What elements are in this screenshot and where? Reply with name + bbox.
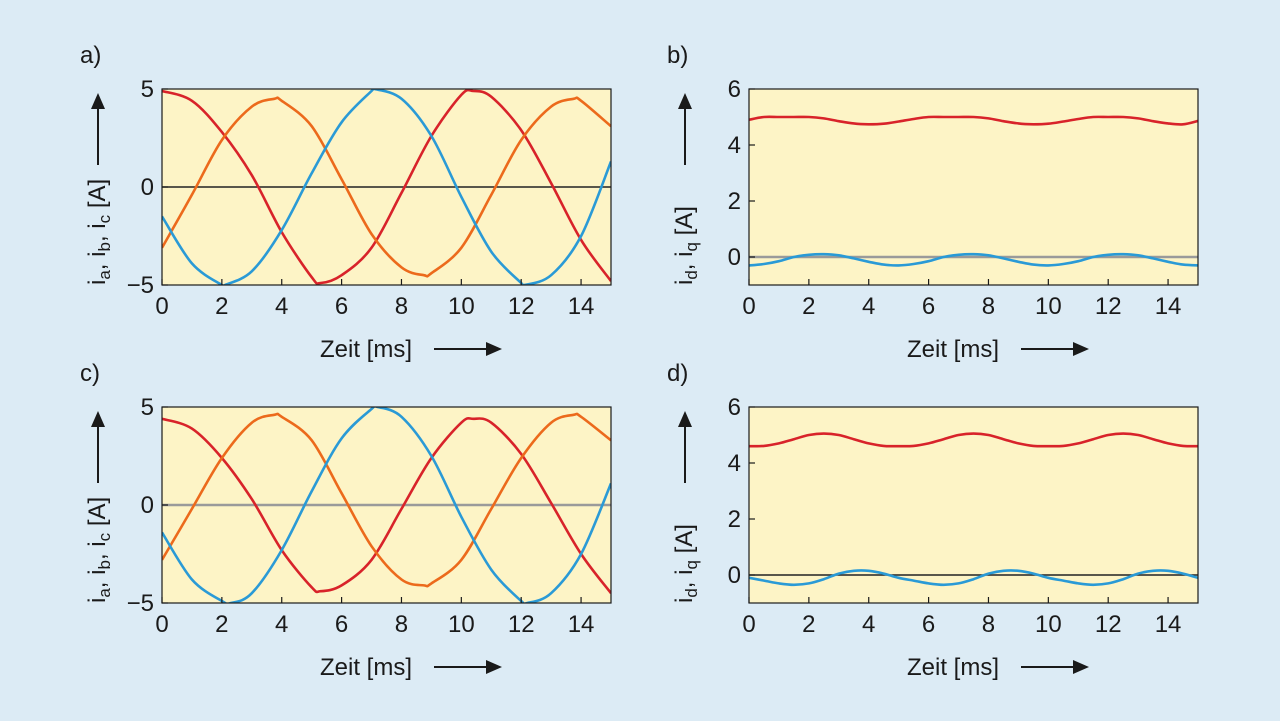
x-axis-arrowhead [486, 342, 502, 356]
panel-label: a) [80, 42, 101, 69]
plot-area [749, 89, 1198, 285]
x-tick-label: 2 [802, 293, 815, 320]
x-axis-arrowhead [1073, 660, 1089, 674]
y-tick-label: −5 [127, 272, 154, 299]
x-axis-label: Zeit [ms] [907, 336, 999, 363]
x-tick-label: 0 [742, 611, 755, 638]
x-tick-label: 0 [742, 293, 755, 320]
x-tick-label: 8 [982, 293, 995, 320]
x-tick-label: 4 [275, 611, 288, 638]
panel-label: c) [80, 360, 100, 387]
chart-panel-4: d) 0 2 4 6 8 10 12 14 0 2 4 6 Zeit [ms] id, iq [A] [667, 360, 1199, 681]
x-tick-label: 0 [155, 611, 168, 638]
y-tick-label: 5 [141, 76, 154, 103]
y-axis-label: id, iq [A] [671, 206, 701, 285]
y-tick-label: 4 [728, 450, 741, 477]
x-tick-label: 4 [862, 293, 875, 320]
plot-area [749, 407, 1198, 603]
x-tick-label: 10 [1035, 611, 1062, 638]
y-axis-arrowhead [91, 93, 105, 109]
x-tick-label: 10 [448, 293, 475, 320]
x-tick-label: 6 [335, 293, 348, 320]
y-tick-label: −5 [127, 590, 154, 617]
y-tick-label: 6 [728, 76, 741, 103]
x-tick-label: 10 [1035, 293, 1062, 320]
x-tick-label: 12 [1095, 293, 1122, 320]
y-axis-label: ia, ib, ic [A] [84, 179, 114, 285]
y-axis-label: id, iq [A] [671, 524, 701, 603]
series-line-red [162, 89, 611, 285]
series-line-red [749, 432, 1198, 448]
x-tick-label: 8 [395, 293, 408, 320]
series-line-blue [749, 252, 1198, 267]
x-tick-label: 2 [215, 611, 228, 638]
series-line-red [162, 416, 611, 594]
x-tick-label: 6 [922, 293, 935, 320]
series-line-red [749, 115, 1198, 126]
plot-frame [748, 406, 1199, 604]
series-line-orange [162, 96, 611, 278]
y-tick-label: 0 [141, 492, 154, 519]
x-tick-label: 12 [508, 293, 535, 320]
x-tick-label: 4 [275, 293, 288, 320]
x-tick-label: 12 [1095, 611, 1122, 638]
x-tick-label: 14 [568, 293, 595, 320]
x-tick-label: 12 [508, 611, 535, 638]
y-axis-arrowhead [91, 411, 105, 427]
x-axis-label: Zeit [ms] [320, 336, 412, 363]
series-line-orange [162, 412, 611, 588]
y-tick-label: 0 [141, 174, 154, 201]
x-tick-label: 14 [568, 611, 595, 638]
x-tick-label: 6 [922, 611, 935, 638]
x-tick-label: 10 [448, 611, 475, 638]
x-tick-label: 4 [862, 611, 875, 638]
y-axis-arrowhead [678, 93, 692, 109]
chart-panel-2: b) 0 2 4 6 8 10 12 14 0 2 4 6 Zeit [ms] id, iq [A] [667, 42, 1199, 363]
x-axis-arrowhead [1073, 342, 1089, 356]
y-tick-label: 4 [728, 132, 741, 159]
plot-frame [748, 88, 1199, 286]
y-tick-label: 0 [728, 244, 741, 271]
y-tick-label: 2 [728, 506, 741, 533]
panel-label: d) [667, 360, 688, 387]
y-tick-label: 6 [728, 394, 741, 421]
x-tick-label: 2 [802, 611, 815, 638]
x-tick-label: 8 [982, 611, 995, 638]
y-tick-label: 2 [728, 188, 741, 215]
y-axis-arrowhead [678, 411, 692, 427]
x-axis-label: Zeit [ms] [320, 654, 412, 681]
x-tick-label: 0 [155, 293, 168, 320]
x-tick-label: 14 [1155, 293, 1182, 320]
x-tick-label: 8 [395, 611, 408, 638]
x-axis-label: Zeit [ms] [907, 654, 999, 681]
x-tick-label: 2 [215, 293, 228, 320]
x-tick-label: 14 [1155, 611, 1182, 638]
y-axis-label: ia, ib, ic [A] [84, 497, 114, 603]
panel-label: b) [667, 42, 688, 69]
series-line-blue [749, 569, 1198, 587]
y-tick-label: 5 [141, 394, 154, 421]
y-tick-label: 0 [728, 562, 741, 589]
x-axis-arrowhead [486, 660, 502, 674]
x-tick-label: 6 [335, 611, 348, 638]
